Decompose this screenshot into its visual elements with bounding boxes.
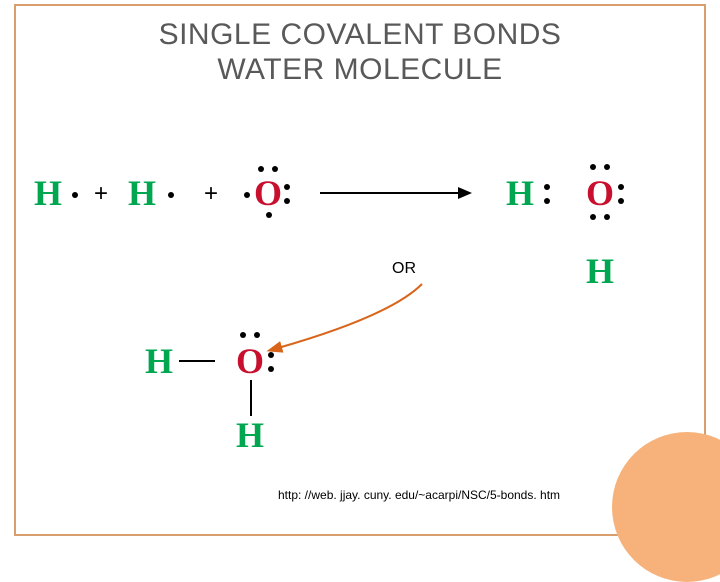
citation-url: http: //web. jjay. cuny. edu/~acarpi/NSC…: [278, 488, 560, 502]
curved-arrow: [0, 0, 720, 540]
